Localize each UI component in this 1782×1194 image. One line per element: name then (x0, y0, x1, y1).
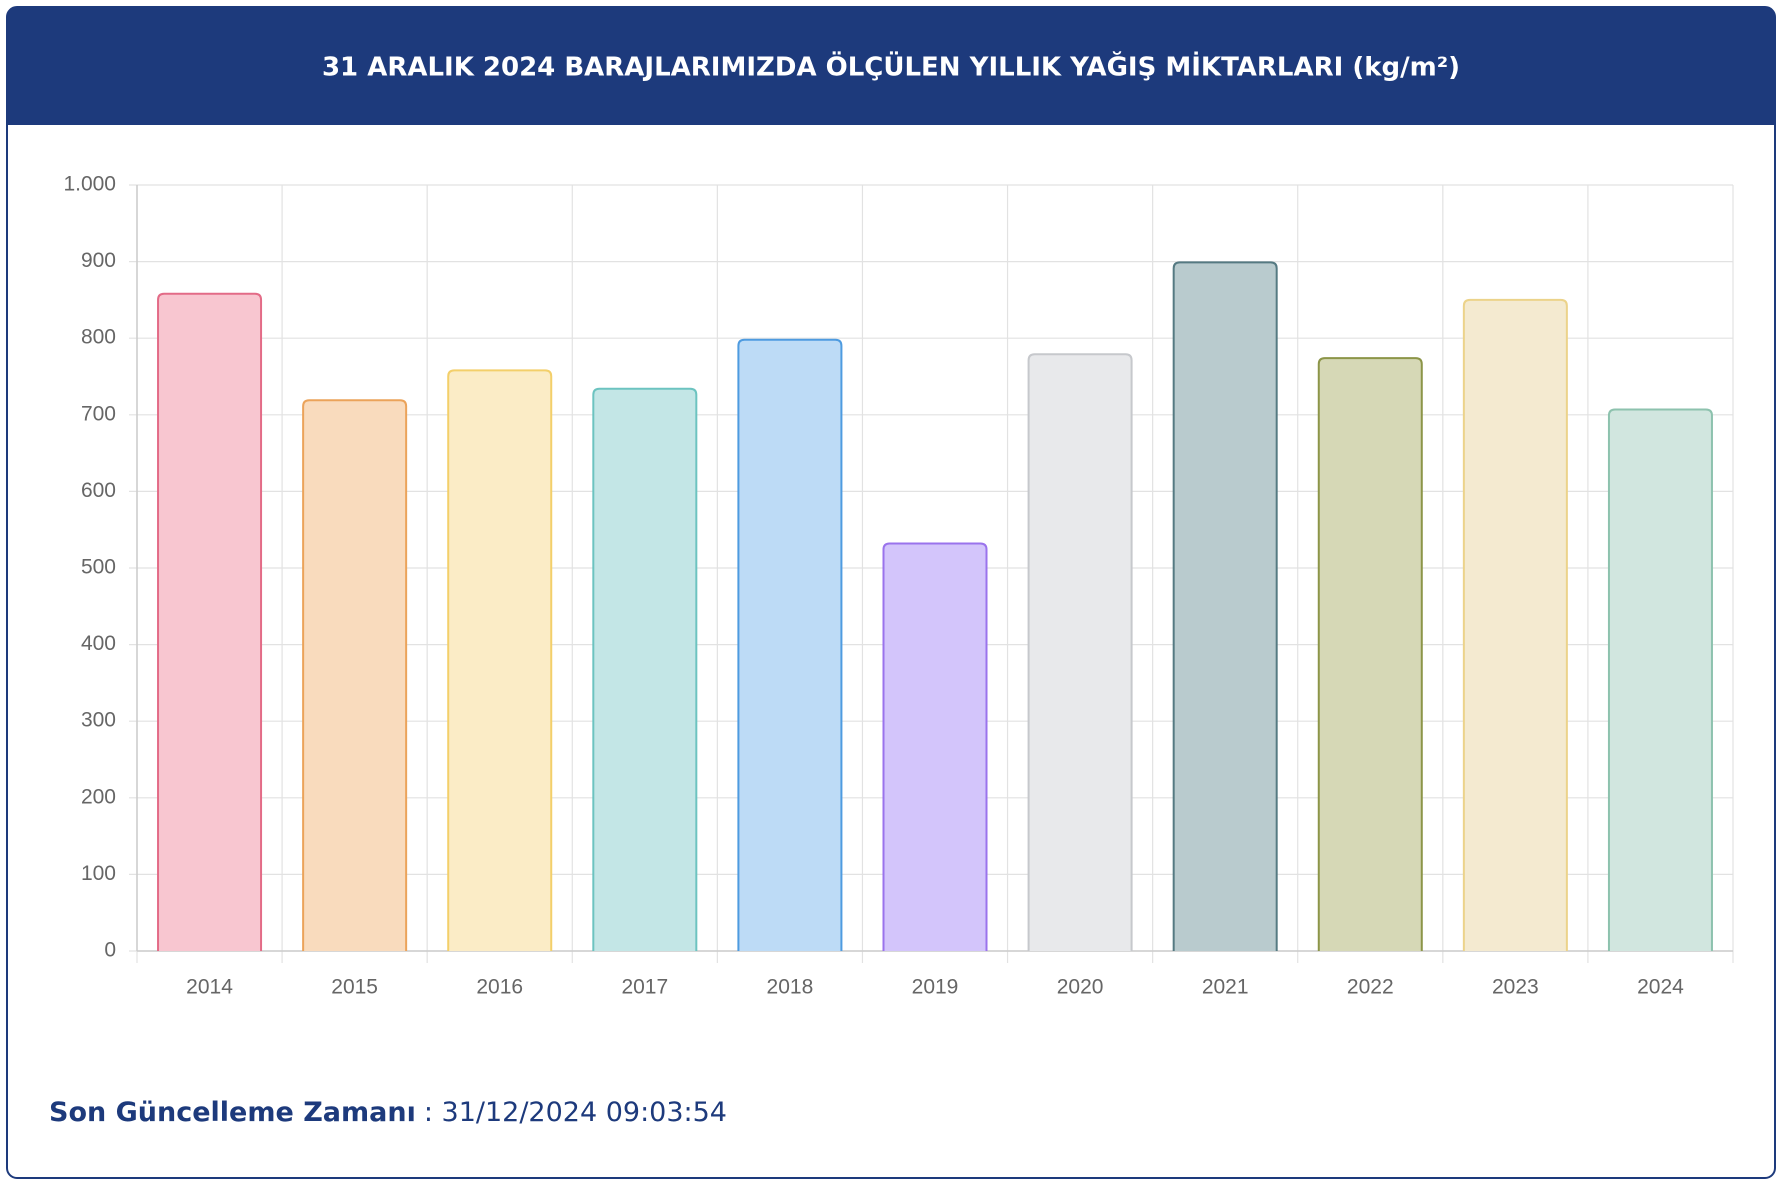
y-tick-label: 100 (81, 862, 116, 885)
x-tick-label: 2019 (912, 976, 959, 999)
x-tick-label: 2024 (1637, 976, 1684, 999)
x-tick-label: 2014 (186, 976, 233, 999)
y-tick-label: 1.000 (63, 173, 116, 196)
bar (1172, 261, 1278, 951)
x-tick-label: 2021 (1202, 976, 1249, 999)
chart-title: 31 ARALIK 2024 BARAJLARIMIZDA ÖLÇÜLEN YI… (322, 50, 1460, 83)
x-tick-label: 2020 (1057, 976, 1104, 999)
bar (1462, 298, 1568, 951)
bar (1317, 357, 1423, 951)
y-tick-label: 700 (81, 402, 116, 425)
y-tick-label: 400 (81, 632, 116, 655)
header-bar (7, 7, 1775, 125)
bar (737, 338, 843, 951)
x-tick-label: 2023 (1492, 976, 1539, 999)
y-tick-label: 900 (81, 249, 116, 272)
x-tick-label: 2017 (621, 976, 668, 999)
y-tick-label: 500 (81, 556, 116, 579)
bar (302, 399, 408, 951)
bar (1607, 408, 1713, 951)
bar (592, 387, 698, 951)
bar (1027, 353, 1133, 951)
bar (882, 542, 988, 951)
x-tick-label: 2018 (767, 976, 814, 999)
x-tick-label: 2015 (331, 976, 378, 999)
plot-area: 0 100 200 300 400 500 600 700 800 900 1.000 2014 201… (63, 173, 1734, 999)
footer-label: Son Güncelleme Zamanı (49, 1097, 416, 1128)
bar (447, 369, 553, 951)
x-tick-label: 2022 (1347, 976, 1394, 999)
y-tick-label: 200 (81, 785, 116, 808)
footer: Son Güncelleme Zamanı : 31/12/2024 09:03:… (49, 1097, 727, 1128)
y-tick-label: 300 (81, 709, 116, 732)
x-tick-label: 2016 (476, 976, 523, 999)
y-tick-label: 800 (81, 326, 116, 349)
bar (157, 292, 263, 951)
y-tick-label: 0 (104, 939, 116, 962)
footer-value: : 31/12/2024 09:03:54 (424, 1097, 727, 1128)
y-tick-label: 600 (81, 479, 116, 502)
